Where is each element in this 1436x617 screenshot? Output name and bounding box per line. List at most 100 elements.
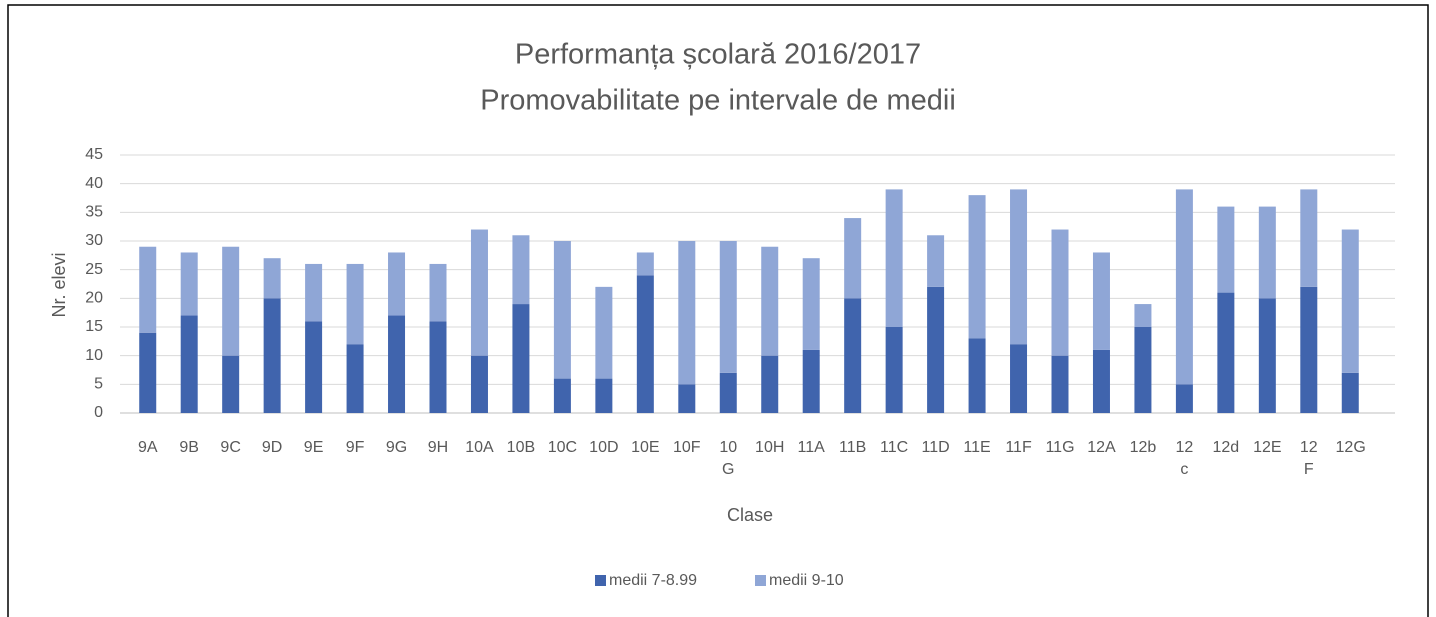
x-tick-label: 11C xyxy=(880,439,909,456)
bar-segment xyxy=(1092,252,1110,350)
x-tick-label: 9C xyxy=(220,439,241,456)
bar-segment xyxy=(1300,189,1318,287)
legend-swatch xyxy=(595,575,606,586)
y-tick-label: 35 xyxy=(85,204,103,221)
bar-segment xyxy=(678,384,696,413)
x-tick-label: 10 G xyxy=(719,439,738,478)
bar-segment xyxy=(1092,349,1110,413)
bar-segment xyxy=(844,218,862,299)
bar-segment xyxy=(636,275,654,413)
bar-segment xyxy=(305,263,323,322)
x-tick-label: 9A xyxy=(137,439,158,456)
legend-swatch xyxy=(755,575,766,586)
bar-segment xyxy=(1134,304,1152,327)
x-tick-label: 11F xyxy=(1005,439,1032,456)
bar-segment xyxy=(470,355,488,413)
bar-segment xyxy=(636,252,654,276)
bar-segment xyxy=(512,235,530,305)
bar-segment xyxy=(512,304,530,413)
bar-segment xyxy=(844,298,862,413)
bar-segment xyxy=(719,241,737,373)
bar-segment xyxy=(222,246,240,356)
bar-segment xyxy=(263,298,281,413)
x-tick-label: 11D xyxy=(921,439,950,456)
bar-segment xyxy=(678,241,696,385)
bar-segment xyxy=(429,263,447,322)
legend-label: medii 9-10 xyxy=(769,572,844,589)
bar-segment xyxy=(553,241,571,379)
bar-segment xyxy=(1134,327,1152,413)
bar-segment xyxy=(180,315,198,413)
x-tick-label: 11E xyxy=(963,439,991,456)
bar-segment xyxy=(885,327,903,413)
legend-label: medii 7-8.99 xyxy=(609,572,697,589)
x-tick-label: 9G xyxy=(385,439,408,456)
x-tick-label: 12E xyxy=(1253,439,1282,456)
x-tick-label: 12b xyxy=(1129,439,1157,456)
bar-segment xyxy=(761,246,779,356)
x-axis-title: Clase xyxy=(727,505,773,525)
y-tick-label: 20 xyxy=(85,290,103,307)
y-axis-title: Nr. elevi xyxy=(49,252,69,317)
bar-segment xyxy=(1258,298,1276,413)
bar-segment xyxy=(388,252,406,316)
bar-segment xyxy=(968,195,986,339)
chart-subtitle: Promovabilitate pe intervale de medii xyxy=(480,85,956,117)
bar-segment xyxy=(719,372,737,413)
bar-segment xyxy=(885,189,903,327)
x-tick-label: 12G xyxy=(1335,439,1366,456)
y-tick-label: 25 xyxy=(85,261,103,278)
bar-segment xyxy=(429,321,447,413)
bar-segment xyxy=(761,355,779,413)
x-tick-label: 12 F xyxy=(1299,439,1318,478)
x-tick-label: 11B xyxy=(839,439,867,456)
bar-segment xyxy=(1258,206,1276,299)
bar-segment xyxy=(1175,384,1193,413)
bar-segment xyxy=(1341,229,1359,373)
bar-segment xyxy=(139,332,157,413)
y-tick-label: 15 xyxy=(85,318,103,335)
x-tick-label: 9B xyxy=(179,439,199,456)
y-tick-label: 5 xyxy=(94,376,103,393)
y-tick-label: 40 xyxy=(85,175,103,192)
bar-segment xyxy=(927,286,945,413)
y-tick-label: 0 xyxy=(94,404,103,421)
bar-segment xyxy=(927,235,945,287)
x-tick-label: 9H xyxy=(427,439,449,456)
x-tick-label: 9F xyxy=(345,439,365,456)
bar-segment xyxy=(346,344,364,413)
x-tick-label: 10H xyxy=(755,439,785,456)
x-tick-label: 12d xyxy=(1212,439,1240,456)
x-tick-label: 10F xyxy=(673,439,701,456)
x-tick-label: 9E xyxy=(303,439,324,456)
bar-segment xyxy=(1217,292,1235,413)
x-tick-label: 11A xyxy=(797,439,825,456)
x-tick-label: 9D xyxy=(261,439,283,456)
bar-segment xyxy=(1217,206,1235,293)
y-tick-label: 45 xyxy=(85,146,103,163)
bar-segment xyxy=(595,378,613,413)
bar-segment xyxy=(139,246,157,333)
y-tick-label: 30 xyxy=(85,232,103,249)
bar-segment xyxy=(968,338,986,413)
bar-segment xyxy=(595,286,613,379)
x-tick-label: 10B xyxy=(506,439,536,456)
bar-segment xyxy=(802,258,820,350)
y-tick-label: 10 xyxy=(85,347,103,364)
x-tick-label: 11G xyxy=(1045,439,1075,456)
bar-segment xyxy=(1010,344,1028,413)
bar-segment xyxy=(553,378,571,413)
bar-segment xyxy=(222,355,240,413)
bar-segment xyxy=(1341,372,1359,413)
bar-segment xyxy=(180,252,198,316)
x-tick-label: 12 c xyxy=(1175,439,1194,478)
bar-segment xyxy=(1051,355,1069,413)
x-tick-label: 10E xyxy=(631,439,660,456)
bar-segment xyxy=(1051,229,1069,356)
x-tick-label: 10A xyxy=(465,439,494,456)
x-tick-label: 10C xyxy=(547,439,578,456)
bar-segment xyxy=(802,349,820,413)
bar-segment xyxy=(305,321,323,413)
